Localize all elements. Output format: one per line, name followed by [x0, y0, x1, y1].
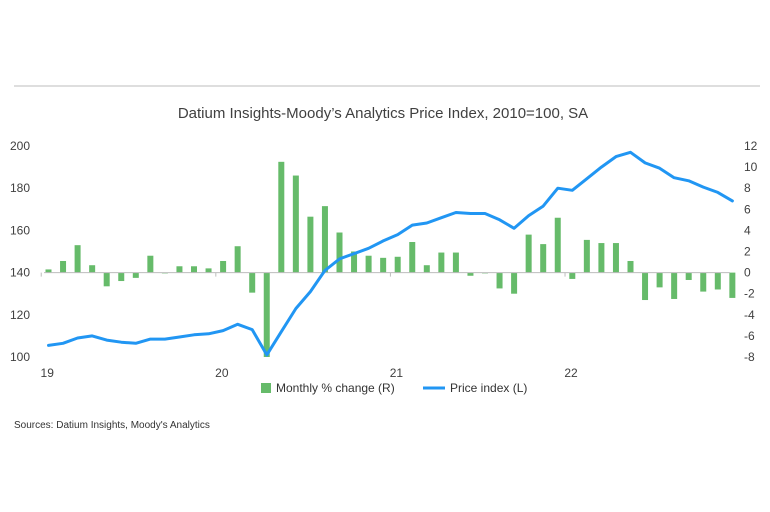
right-axis-tick-label: -8 — [744, 350, 755, 364]
x-axis-tick-label: 22 — [564, 366, 578, 380]
bar — [671, 272, 678, 299]
bar — [263, 272, 270, 357]
bar — [103, 272, 110, 287]
bar — [583, 239, 590, 273]
bar — [394, 256, 401, 273]
bar — [380, 257, 387, 273]
bar — [220, 260, 227, 273]
bar — [598, 243, 605, 273]
bar — [249, 272, 256, 293]
left-axis-tick-label: 140 — [10, 266, 30, 280]
right-axis-tick-label: 4 — [744, 223, 751, 237]
bar — [627, 260, 634, 273]
bar — [467, 272, 474, 276]
right-axis-tick-label: -2 — [744, 287, 755, 301]
bar — [511, 272, 518, 294]
left-axis: 100 120 140 160 180 200 — [10, 139, 30, 364]
bar — [132, 272, 139, 278]
bar — [351, 251, 358, 273]
legend: Monthly % change (R) Price index (L) — [261, 381, 527, 395]
bar — [176, 266, 183, 273]
left-axis-tick-label: 100 — [10, 350, 30, 364]
bar — [74, 245, 81, 273]
legend-label-monthly-change: Monthly % change (R) — [276, 381, 395, 395]
legend-label-price-index: Price index (L) — [450, 381, 527, 395]
bar — [307, 216, 314, 273]
bar — [700, 272, 707, 292]
bar — [612, 243, 619, 273]
legend-swatch-monthly-change — [261, 383, 271, 393]
bar — [525, 234, 532, 273]
x-axis-tick-label: 21 — [390, 366, 404, 380]
left-axis-tick-label: 200 — [10, 139, 30, 153]
source-note: Sources: Datium Insights, Moody's Analyt… — [14, 420, 210, 431]
bar — [496, 272, 503, 289]
right-axis-tick-label: -4 — [744, 308, 755, 322]
line-series-price-index — [47, 150, 734, 357]
bar — [642, 272, 649, 301]
bar — [540, 244, 547, 273]
bar — [656, 272, 663, 288]
bar — [118, 272, 125, 282]
bar — [321, 206, 328, 273]
bar — [234, 246, 241, 273]
right-axis: -8 -6 -4 -2 0 2 4 6 8 10 12 — [744, 139, 758, 364]
bar — [365, 255, 372, 273]
bar — [729, 272, 736, 298]
bar — [45, 269, 52, 273]
bar — [554, 217, 561, 273]
bar — [147, 255, 154, 273]
right-axis-tick-label: 6 — [744, 202, 751, 216]
bar — [423, 265, 430, 273]
right-axis-tick-label: 10 — [744, 160, 758, 174]
right-axis-tick-label: 2 — [744, 245, 751, 259]
bar — [205, 268, 212, 273]
bar — [714, 272, 721, 290]
left-axis-tick-label: 120 — [10, 308, 30, 322]
bar — [89, 265, 96, 273]
left-axis-tick-label: 160 — [10, 223, 30, 237]
bar-series-monthly-change — [45, 161, 736, 357]
right-axis-tick-label: -6 — [744, 329, 755, 343]
x-axis-tick-label: 20 — [215, 366, 229, 380]
bar — [438, 252, 445, 273]
bar — [278, 161, 285, 273]
right-axis-tick-label: 0 — [744, 266, 751, 280]
chart-title: Datium Insights-Moody’s Analytics Price … — [178, 105, 588, 122]
right-axis-tick-label: 12 — [744, 139, 758, 153]
bar — [409, 242, 416, 273]
bar — [292, 175, 299, 273]
bar — [685, 272, 692, 280]
bar — [452, 252, 459, 273]
bar — [191, 266, 197, 273]
right-axis-tick-label: 8 — [744, 181, 751, 195]
left-axis-tick-label: 180 — [10, 181, 30, 195]
bar — [336, 232, 343, 273]
x-axis: 19 20 21 22 — [41, 272, 578, 380]
x-axis-tick-label: 19 — [41, 366, 55, 380]
bar — [60, 260, 67, 273]
bar — [569, 272, 576, 279]
